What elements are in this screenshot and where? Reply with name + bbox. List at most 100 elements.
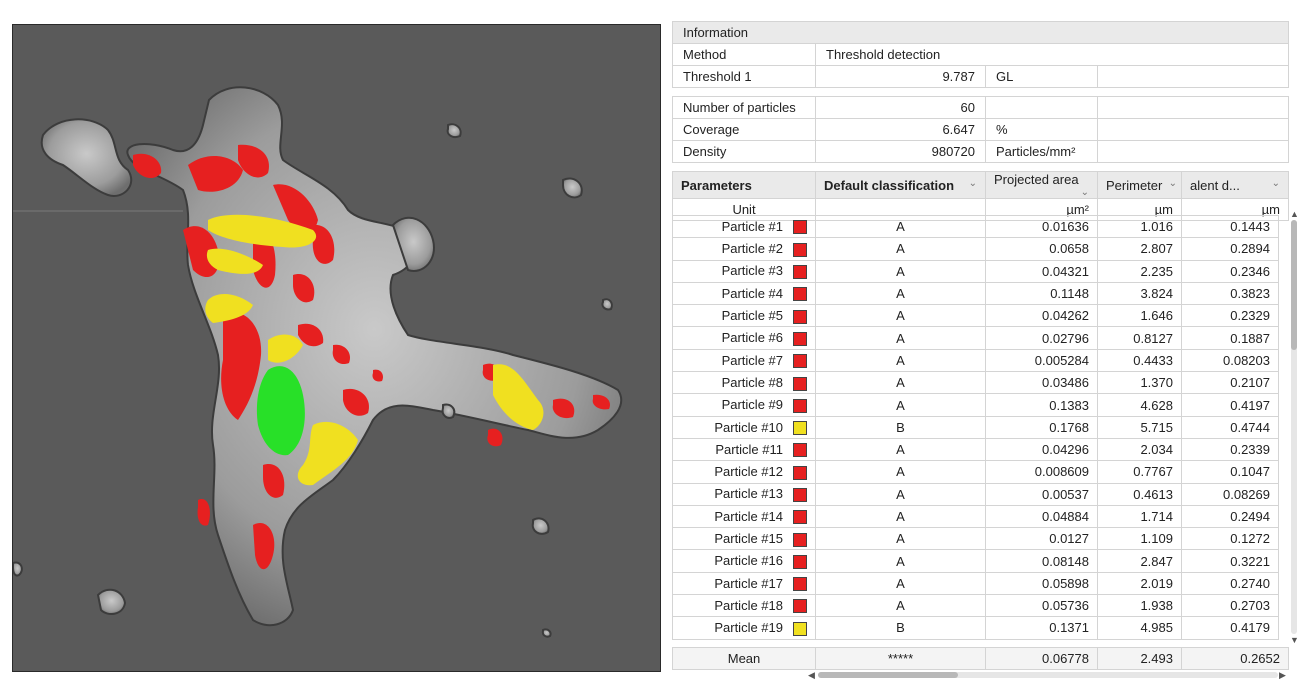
stat-label: Number of particles: [672, 96, 816, 119]
particle-row[interactable]: Particle #15 A 0.0127 1.109 0.1272: [672, 527, 1279, 551]
stat-unit: %: [985, 118, 1098, 141]
particle-diameter: 0.2894: [1181, 237, 1279, 261]
particle-row[interactable]: Particle #18 A 0.05736 1.938 0.2703: [672, 594, 1279, 618]
scroll-right-icon[interactable]: ▶: [1279, 670, 1286, 680]
particle-area: 0.1148: [985, 281, 1098, 306]
particle-name-cell: Particle #11: [672, 437, 816, 462]
column-projected-area[interactable]: Projected area ⌄: [985, 171, 1098, 199]
particle-row[interactable]: Particle #3 A 0.04321 2.235 0.2346: [672, 259, 1279, 283]
chevron-down-icon[interactable]: ⌄: [968, 177, 977, 189]
particle-perimeter: 1.938: [1097, 594, 1182, 618]
column-parameters[interactable]: Parameters: [672, 171, 816, 199]
particle-row[interactable]: Particle #6 A 0.02796 0.8127 0.1887: [672, 326, 1279, 350]
particle-row[interactable]: Particle #2 A 0.0658 2.807 0.2894: [672, 237, 1279, 261]
class-color-swatch: [793, 287, 807, 302]
particle-name: Particle #14: [714, 508, 783, 524]
particle-row[interactable]: Particle #7 A 0.005284 0.4433 0.08203: [672, 348, 1279, 373]
particle-name-cell: Particle #17: [672, 571, 816, 596]
particle-area: 0.01636: [985, 215, 1098, 239]
particle-perimeter: 0.7767: [1097, 460, 1182, 484]
particle-class: A: [815, 371, 986, 395]
particle-name-cell: Particle #18: [672, 594, 816, 618]
particle-area: 0.1383: [985, 393, 1098, 417]
particle-class: A: [815, 549, 986, 573]
vertical-scrollbar[interactable]: ▲ ▼: [1289, 209, 1299, 645]
particle-area: 0.00537: [985, 482, 1098, 506]
horizontal-scrollbar[interactable]: ◀ ▶: [808, 670, 1288, 680]
particle-area: 0.008609: [985, 460, 1098, 484]
scroll-down-icon[interactable]: ▼: [1290, 635, 1299, 645]
scroll-thumb[interactable]: [1291, 220, 1297, 350]
particle-diameter: 0.1047: [1181, 460, 1279, 484]
particle-row[interactable]: Particle #8 A 0.03486 1.370 0.2107: [672, 371, 1279, 395]
empty-cell: [1097, 140, 1289, 163]
class-color-swatch: [793, 532, 807, 547]
chevron-down-icon[interactable]: ⌄: [1080, 187, 1089, 198]
particle-row[interactable]: Particle #14 A 0.04884 1.714 0.2494: [672, 504, 1279, 529]
particle-class: A: [815, 304, 986, 328]
particle-row[interactable]: Particle #4 A 0.1148 3.824 0.3823: [672, 281, 1279, 306]
chevron-down-icon[interactable]: ⌄: [1168, 177, 1177, 189]
particle-name-cell: Particle #8: [672, 371, 816, 395]
scroll-thumb[interactable]: [818, 672, 958, 678]
scroll-up-icon[interactable]: ▲: [1290, 209, 1299, 219]
particle-row[interactable]: Particle #17 A 0.05898 2.019 0.2740: [672, 571, 1279, 596]
particle-row[interactable]: Particle #5 A 0.04262 1.646 0.2329: [672, 304, 1279, 328]
class-color-swatch: [793, 577, 807, 592]
particle-diameter: 0.1272: [1181, 527, 1279, 551]
particle-row[interactable]: Particle #19 B 0.1371 4.985 0.4179: [672, 616, 1279, 640]
particle-row[interactable]: Particle #13 A 0.00537 0.4613 0.08269: [672, 482, 1279, 506]
particle-name: Particle #11: [715, 441, 783, 457]
particle-area: 0.005284: [985, 348, 1098, 373]
particle-perimeter: 4.985: [1097, 616, 1182, 640]
scroll-track[interactable]: [1291, 220, 1297, 634]
particle-perimeter: 2.235: [1097, 259, 1182, 283]
method-value: Threshold detection: [814, 43, 1290, 66]
particle-row[interactable]: Particle #1 A 0.01636 1.016 0.1443: [672, 215, 1279, 239]
class-color-swatch: [793, 621, 807, 636]
particle-area: 0.05898: [985, 571, 1098, 596]
particle-name: Particle #10: [714, 419, 783, 435]
class-color-swatch: [793, 443, 807, 458]
particle-class: B: [815, 616, 986, 640]
particle-name: Particle #17: [714, 575, 783, 591]
particle-name: Particle #18: [714, 597, 783, 613]
particle-diameter: 0.3221: [1181, 549, 1279, 573]
particle-rows-viewport[interactable]: Particle #1 A 0.01636 1.016 0.1443 Particle #…: [672, 215, 1288, 640]
column-diameter[interactable]: alent d... ⌄: [1181, 171, 1289, 199]
chevron-down-icon[interactable]: ⌄: [1271, 177, 1280, 189]
particle-name-cell: Particle #12: [672, 460, 816, 484]
particle-row[interactable]: Particle #11 A 0.04296 2.034 0.2339: [672, 437, 1279, 462]
particle-row[interactable]: Particle #16 A 0.08148 2.847 0.3221: [672, 549, 1279, 573]
particle-image-viewer[interactable]: [12, 24, 661, 672]
stat-value: 60: [815, 96, 986, 119]
class-color-swatch: [793, 242, 807, 257]
scroll-left-icon[interactable]: ◀: [808, 670, 815, 680]
particle-name-cell: Particle #4: [672, 281, 816, 306]
particle-perimeter: 1.714: [1097, 504, 1182, 529]
threshold-unit: GL: [985, 65, 1098, 88]
scroll-track[interactable]: [818, 672, 1278, 678]
class-color-swatch: [793, 309, 807, 324]
class-color-swatch: [793, 599, 807, 614]
class-color-swatch: [793, 398, 807, 413]
particle-name: Particle #12: [714, 464, 783, 480]
column-perimeter[interactable]: Perimeter ⌄: [1097, 171, 1182, 199]
method-label: Method: [672, 43, 816, 66]
column-classification[interactable]: Default classification ⌄: [815, 171, 986, 199]
particle-row[interactable]: Particle #12 A 0.008609 0.7767 0.1047: [672, 460, 1279, 484]
particle-diameter: 0.2107: [1181, 371, 1279, 395]
particle-perimeter: 2.847: [1097, 549, 1182, 573]
particle-rows: Particle #1 A 0.01636 1.016 0.1443 Particle #…: [672, 215, 1279, 640]
particle-class: A: [815, 571, 986, 596]
threshold-label: Threshold 1: [672, 65, 816, 88]
particle-row[interactable]: Particle #10 B 0.1768 5.715 0.4744: [672, 415, 1279, 439]
particle-row[interactable]: Particle #9 A 0.1383 4.628 0.4197: [672, 393, 1279, 417]
mean-classification: *****: [815, 647, 986, 670]
particle-diameter: 0.1443: [1181, 215, 1279, 239]
particle-name: Particle #6: [721, 330, 783, 346]
particle-name-cell: Particle #14: [672, 504, 816, 529]
class-color-swatch: [793, 265, 807, 280]
particle-name: Particle #16: [714, 553, 783, 569]
particle-name: Particle #3: [721, 263, 783, 279]
